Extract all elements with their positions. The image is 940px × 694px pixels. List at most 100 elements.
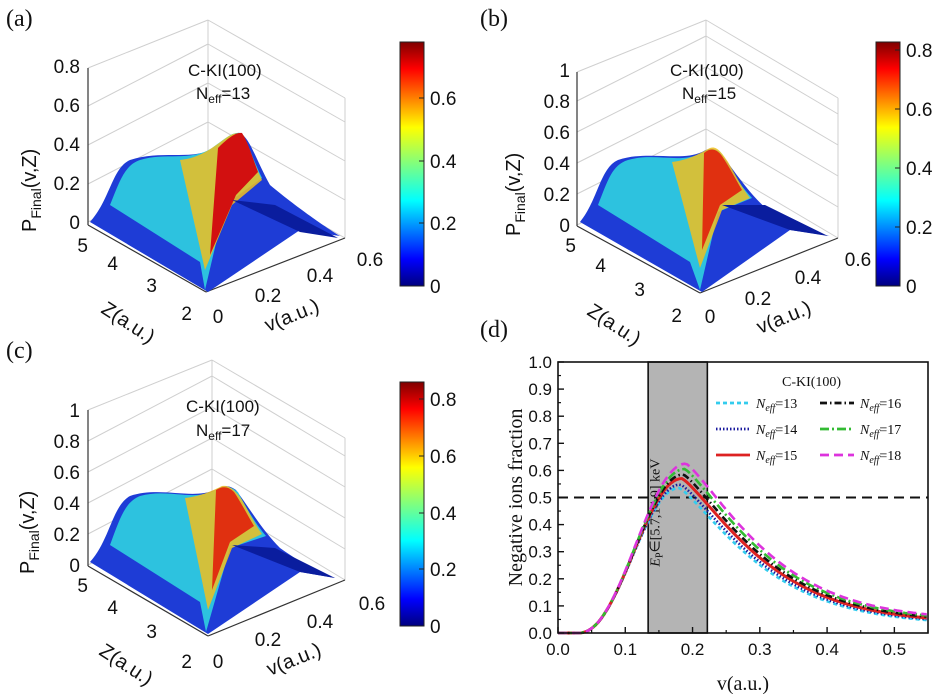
legend-title: C-KI(100) [782,375,841,390]
z-axis-label: PFinal(v,Z) [17,491,42,574]
svg-text:0.4: 0.4 [54,135,81,156]
svg-text:5: 5 [77,236,88,257]
series-line-neff-16 [558,473,927,635]
svg-text:0.8: 0.8 [544,92,570,113]
series-line-neff-18 [558,462,927,635]
svg-text:0: 0 [705,307,716,328]
svg-text:2: 2 [671,306,682,327]
svg-text:4: 4 [107,598,118,619]
svg-text:0.4: 0.4 [307,266,334,287]
svg-text:0.6: 0.6 [54,463,80,484]
svg-text:0.6: 0.6 [430,447,456,468]
surface [90,485,335,634]
y-tick-label: 0.3 [528,543,552,562]
svg-text:0.4: 0.4 [307,612,334,633]
svg-text:0.8: 0.8 [54,57,80,78]
legend-label-neff-14: Neff=14 [755,423,797,440]
y-tick-label: 0.2 [528,570,552,589]
z-ticks: 0 0.2 0.4 0.6 0.8 [54,57,81,234]
svg-text:0.4: 0.4 [54,494,81,515]
svg-text:0.2: 0.2 [906,218,932,239]
svg-text:0.8: 0.8 [54,432,80,453]
svg-text:0.6: 0.6 [430,89,456,110]
svg-text:0.2: 0.2 [255,286,281,307]
colorbar [399,41,425,287]
colorbar [399,381,425,627]
svg-text:0.2: 0.2 [255,630,281,651]
y-tick-label: 0.4 [528,516,552,535]
y-tick-label: 0.1 [528,597,552,616]
box-axes [87,410,346,637]
svg-text:0.6: 0.6 [845,250,871,271]
svg-text:2: 2 [181,304,192,325]
x-tick-label: 0.2 [681,640,705,659]
material-label: C-KI(100) [186,397,260,416]
x-tick-label: 0.1 [613,640,637,659]
Z-axis-label: Z(a.u.) [97,298,158,349]
x-tick-label: 0.5 [883,640,907,659]
panel-b: (b) 0 0.2 0.4 [480,6,933,350]
svg-text:0.6: 0.6 [359,594,385,615]
neff-label: Neff=17 [196,421,250,443]
legend-label-neff-17: Neff=17 [859,423,901,440]
svg-text:0.6: 0.6 [54,96,80,117]
material-label: C-KI(100) [188,61,262,80]
svg-text:0.8: 0.8 [430,390,456,411]
colorbar-ticks [419,97,424,287]
y-tick-label: 0.5 [528,489,552,508]
svg-text:0.4: 0.4 [544,154,571,175]
panel-letter: (a) [6,6,33,32]
panel-d: (d) EP∈[5.7,14.9] keV0.00.10.20.30.40.50… [480,317,929,694]
svg-text:0.2: 0.2 [430,560,456,581]
z-axis-label: PFinal(v,Z) [503,153,528,236]
y-tick-label: 0.6 [528,461,552,480]
Z-ticks: 5 4 3 2 [77,236,192,325]
legend-label-neff-15: Neff=15 [755,449,797,466]
z-axis-label: PFinal(v,Z) [19,149,44,232]
neff-label: Neff=13 [196,84,250,106]
x-axis-label: v(a.u.) [717,673,769,694]
svg-text:0: 0 [213,652,224,673]
legend-label-neff-18: Neff=18 [859,449,901,466]
Z-axis-label: Z(a.u.) [583,300,644,351]
colorbar [875,41,901,287]
material-label: C-KI(100) [670,61,744,80]
y-axis-label: Negative ions fraction [505,409,527,587]
svg-text:0.4: 0.4 [795,268,822,289]
svg-text:4: 4 [595,256,606,277]
svg-text:0.2: 0.2 [54,525,80,546]
svg-text:0.2: 0.2 [430,214,456,235]
svg-text:0.8: 0.8 [906,41,932,62]
box-axes [576,72,839,294]
box-axes [87,68,346,293]
legend-label-neff-16: Neff=16 [859,397,901,414]
svg-text:0: 0 [213,307,224,328]
svg-text:0.4: 0.4 [430,152,457,173]
svg-text:0.6: 0.6 [357,250,383,271]
x-tick-label: 0.4 [815,640,839,659]
svg-text:3: 3 [146,622,157,643]
svg-text:0.4: 0.4 [906,159,933,180]
panel-c: (c) 0 0.2 0.4 [6,338,457,690]
svg-text:0.2: 0.2 [54,174,80,195]
panel-a: (a) 0 0.2 0.4 0 [6,6,457,348]
svg-text:0: 0 [430,277,441,298]
line-chart: EP∈[5.7,14.9] keV0.00.10.20.30.40.50.60.… [505,353,929,694]
svg-text:0.6: 0.6 [544,123,570,144]
svg-text:2: 2 [181,652,192,673]
y-tick-label: 0.7 [528,434,552,453]
legend-label-neff-13: Neff=13 [755,397,797,414]
svg-text:5: 5 [565,236,576,257]
svg-text:0: 0 [906,277,917,298]
svg-text:0: 0 [430,617,441,638]
svg-text:1: 1 [559,61,570,82]
svg-text:5: 5 [77,576,88,597]
neff-label: Neff=15 [682,84,736,106]
y-tick-label: 0.0 [528,624,552,643]
Z-axis-label: Z(a.u.) [95,640,156,691]
svg-text:0: 0 [559,216,570,237]
surface [580,147,830,292]
svg-text:0.2: 0.2 [544,185,570,206]
panel-letter: (b) [480,6,508,32]
